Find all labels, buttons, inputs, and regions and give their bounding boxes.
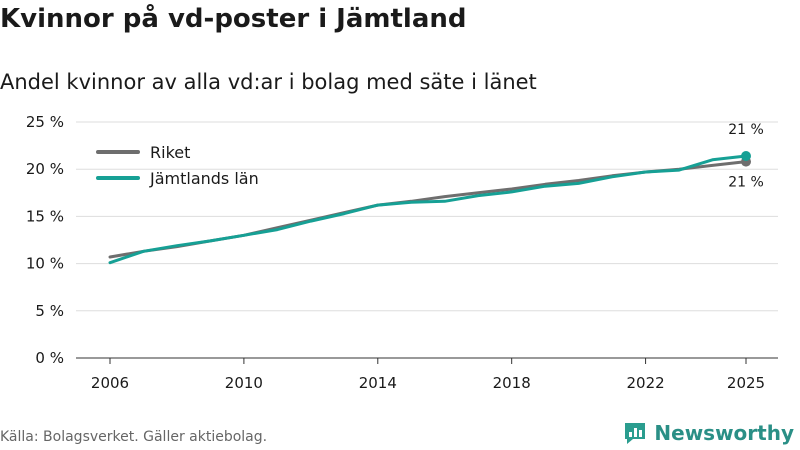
x-tick-label: 2006: [91, 374, 129, 392]
chart-title: Kvinnor på vd-poster i Jämtland: [0, 4, 467, 34]
y-tick-label: 15 %: [26, 207, 64, 225]
y-tick-label: 10 %: [26, 255, 64, 273]
source-note: Källa: Bolagsverket. Gäller aktiebolag.: [0, 429, 268, 445]
x-tick-label: 2014: [359, 374, 397, 392]
legend-label-jamtland: Jämtlands län: [149, 169, 259, 188]
y-tick-label: 25 %: [26, 113, 64, 131]
x-tick-label: 2022: [626, 374, 664, 392]
x-tick-label: 2010: [225, 374, 263, 392]
line-chart: 0 % 5 % 10 % 15 % 20 % 25 % 2006 2010 2014 2018 20…: [26, 113, 778, 392]
brand-name: Newsworthy: [654, 421, 794, 445]
brand-logo[interactable]: Newsworthy: [622, 420, 794, 446]
y-tick-label: 20 %: [26, 160, 64, 178]
x-tick-label: 2018: [493, 374, 531, 392]
y-tick-label: 0 %: [35, 349, 64, 367]
y-tick-label: 5 %: [35, 302, 64, 320]
newsworthy-logo-icon: [625, 423, 646, 444]
chart-subtitle: Andel kvinnor av alla vd:ar i bolag med …: [0, 70, 537, 94]
x-tick-label: 2025: [727, 374, 765, 392]
end-point-jamtland: [741, 150, 751, 161]
end-label-riket: 21 %: [728, 175, 764, 191]
series-line-jamtland: [108, 154, 748, 265]
legend-label-riket: Riket: [150, 143, 190, 162]
end-label-jamtland: 21 %: [728, 122, 764, 138]
